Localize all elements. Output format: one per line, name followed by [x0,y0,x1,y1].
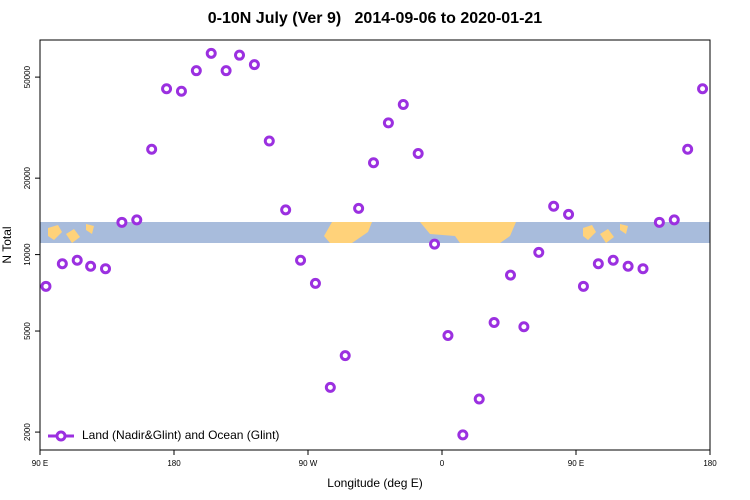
data-point [457,429,469,441]
y-tick-label: 5000 [23,322,32,340]
land [583,224,628,243]
data-point [71,254,83,266]
data-point [548,200,560,212]
x-tick-label: 90 E [568,459,584,468]
data-point [668,214,680,226]
data-point [473,393,485,405]
data-point [382,117,394,129]
data-point [353,202,365,214]
data-point [56,258,68,270]
data-point [637,263,649,275]
chart-title: 0-10N July (Ver 9) 2014-09-06 to 2020-01… [208,10,543,27]
data-point [220,65,232,77]
land [420,222,516,243]
y-tick-label: 20000 [23,166,32,189]
ocean [40,222,710,243]
data-point [368,157,380,169]
data-point [234,49,246,61]
data-point [592,258,604,270]
data-point [131,214,143,226]
data-point [309,277,321,289]
x-tick-label: 0 [440,459,445,468]
data-point [488,317,500,329]
data-point [412,148,424,160]
y-tick-label: 50000 [23,65,32,88]
data-point [116,216,128,228]
data-point [397,99,409,111]
y-axis-label: N Total [0,226,14,263]
x-tick-label: 180 [703,459,717,468]
data-point [280,204,292,216]
data-point [429,238,441,250]
x-tick-label: 90 E [32,459,48,468]
legend-marker [55,430,67,442]
data-point [697,83,709,95]
y-tick-label: 10000 [23,243,32,266]
map-band [40,222,710,243]
data-point [161,83,173,95]
data-point [442,330,454,342]
data-point [653,216,665,228]
data-point [504,269,516,281]
land [324,222,372,243]
data-point [100,263,112,275]
x-tick-label: 180 [167,459,181,468]
data-point [175,85,187,97]
x-axis-label: Longitude (deg E) [327,476,422,490]
data-point [577,280,589,292]
x-tick-label: 90 W [299,459,318,468]
y-tick-label: 2000 [23,423,32,441]
data-point [607,254,619,266]
data-point [533,246,545,258]
data-point [682,143,694,155]
data-point [205,47,217,59]
data-point [563,208,575,220]
data-point [622,260,634,272]
data-point [190,65,202,77]
land [48,224,94,243]
data-point [40,280,52,292]
data-point [248,59,260,71]
data-point [146,143,158,155]
data-point [263,135,275,147]
plot-frame [39,39,711,451]
data-point [339,350,351,362]
data-point [85,260,97,272]
legend-label: Land (Nadir&Glint) and Ocean (Glint) [82,428,279,442]
data-point [518,321,530,333]
data-point [324,381,336,393]
data-point [295,254,307,266]
